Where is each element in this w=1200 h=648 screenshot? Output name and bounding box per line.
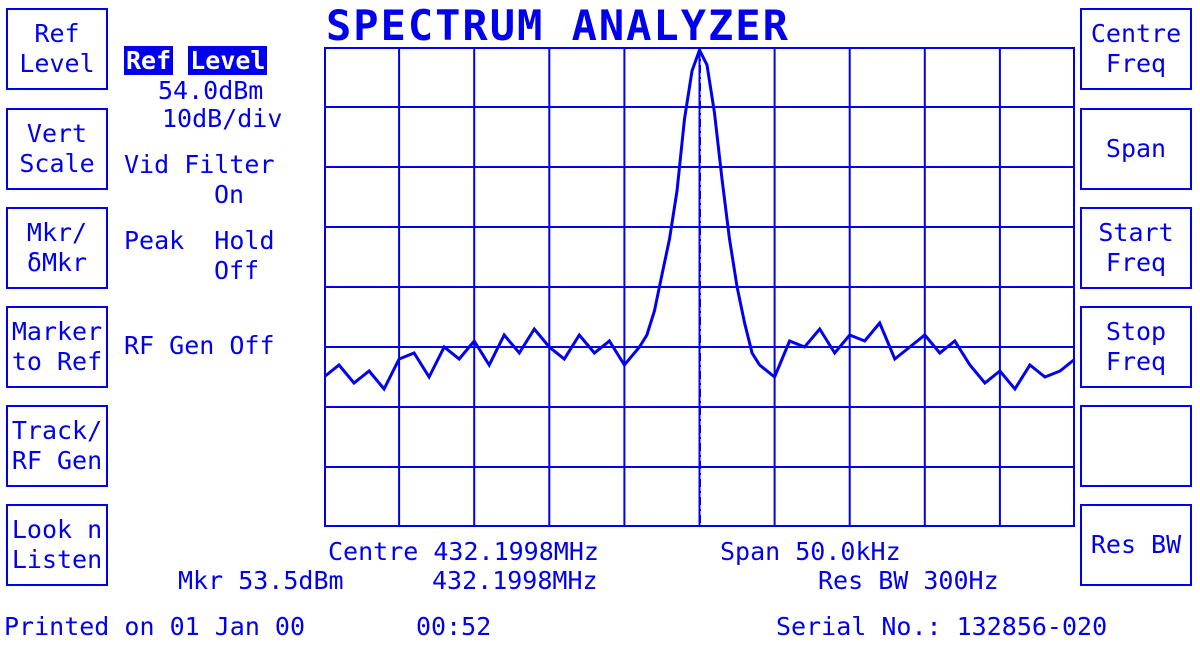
res-bw-readout: Res BW 300Hz <box>818 566 999 595</box>
softkey-label: Track/ <box>11 416 103 445</box>
softkey-label: to Ref <box>11 347 103 376</box>
softkey-label: Centre <box>1090 19 1182 48</box>
softkey-label: RF Gen <box>11 446 103 475</box>
track-rf-gen-softkey[interactable]: Track/ RF Gen <box>6 405 108 487</box>
softkey-label: Level <box>19 49 95 78</box>
start-freq-softkey[interactable]: Start Freq <box>1080 207 1192 289</box>
softkey-label: Res BW <box>1090 530 1182 559</box>
printed-time: 00:52 <box>416 612 492 641</box>
softkey-label: Listen <box>11 545 103 574</box>
softkey-label: Scale <box>19 149 95 178</box>
app-title: SPECTRUM ANALYZER <box>326 1 790 50</box>
spectrum-display[interactable] <box>324 47 1075 530</box>
look-n-listen-softkey[interactable]: Look n Listen <box>6 504 108 586</box>
softkey-label: Mkr/ <box>26 218 88 247</box>
softkey-label: Stop <box>1105 317 1167 346</box>
softkey-label: Freq <box>1105 49 1167 78</box>
softkey-label: Freq <box>1105 347 1167 376</box>
softkey-label: Ref <box>34 19 80 48</box>
softkey-label: Start <box>1098 218 1174 247</box>
peak-hold-value: Off <box>214 256 260 285</box>
centre-freq-softkey[interactable]: Centre Freq <box>1080 8 1192 90</box>
softkey-label: Look n <box>11 515 103 544</box>
softkey-label: Vert <box>26 119 88 148</box>
vid-filter-label: Vid Filter <box>124 150 275 179</box>
vert-scale-value: 10dB/div <box>162 104 283 133</box>
ref-level-softkey[interactable]: Ref Level <box>6 8 108 90</box>
spectrum-trace <box>324 47 1075 392</box>
centre-frequency: Centre 432.1998MHz <box>328 537 599 566</box>
ref-label-2: Level <box>188 46 268 75</box>
vid-filter-value: On <box>214 180 245 209</box>
softkey-label: Freq <box>1105 248 1167 277</box>
serial-number: Serial No.: 132856-020 <box>776 612 1108 641</box>
peak-hold-label: Peak Hold <box>124 226 275 255</box>
stop-freq-softkey[interactable]: Stop Freq <box>1080 306 1192 388</box>
display-frame <box>324 47 1075 527</box>
softkey-label: Span <box>1105 134 1167 163</box>
ref-level-label: Ref Level <box>124 46 268 76</box>
marker-level: Mkr 53.5dBm <box>178 566 344 595</box>
rf-gen-status: RF Gen Off <box>124 331 275 360</box>
res-bw-softkey[interactable]: Res BW <box>1080 504 1192 586</box>
span-readout: Span 50.0kHz <box>720 537 901 566</box>
printed-date: Printed on 01 Jan 00 <box>4 612 306 641</box>
marker-frequency: 432.1998MHz <box>432 566 598 595</box>
blank-softkey[interactable] <box>1080 405 1192 487</box>
marker-to-ref-softkey[interactable]: Marker to Ref <box>6 306 108 388</box>
vert-scale-softkey[interactable]: Vert Scale <box>6 108 108 190</box>
softkey-label: Marker <box>11 317 103 346</box>
span-softkey[interactable]: Span <box>1080 108 1192 190</box>
marker-delta-softkey[interactable]: Mkr/ δMkr <box>6 207 108 289</box>
ref-level-value: 54.0dBm <box>158 76 264 105</box>
ref-label-1: Ref <box>124 46 174 75</box>
softkey-label: δMkr <box>26 248 88 277</box>
